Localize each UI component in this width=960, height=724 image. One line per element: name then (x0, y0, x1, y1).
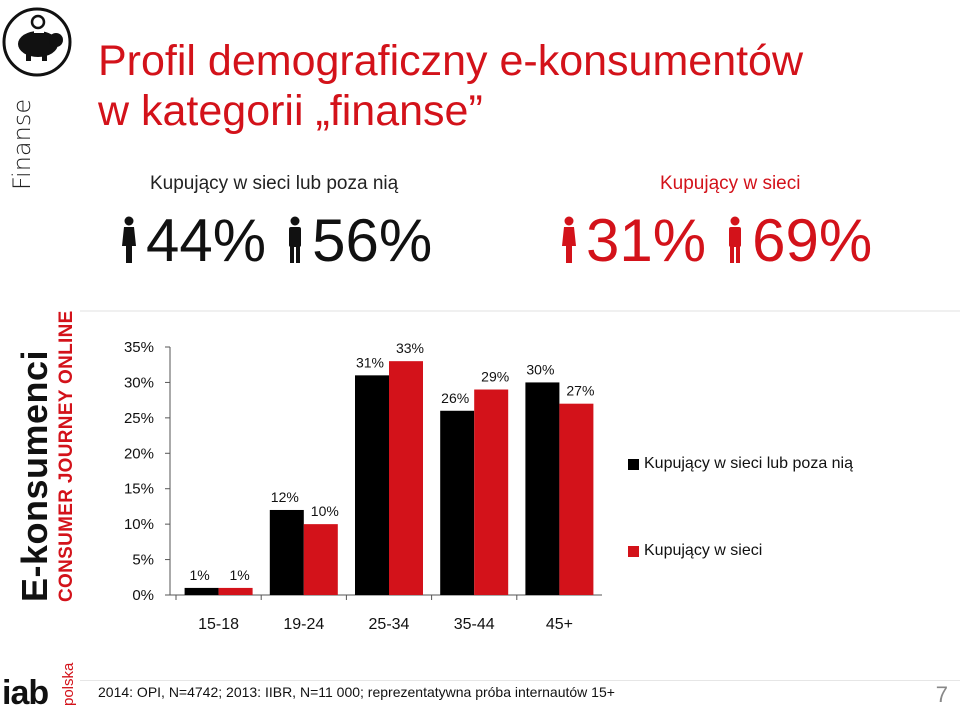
x-tick-label: 25-34 (369, 616, 410, 633)
bar-online (303, 524, 338, 595)
data-label: 33% (396, 340, 424, 356)
bar-all (525, 382, 560, 595)
data-label: 10% (311, 503, 339, 519)
y-tick-label: 25% (124, 410, 154, 427)
legend-label-online: Kupujący w sieci (644, 542, 763, 559)
female-icon (122, 216, 136, 263)
bar-all (269, 509, 304, 595)
data-label: 26% (441, 390, 469, 406)
category-label: Finanse (8, 98, 36, 190)
y-tick-label: 5% (132, 552, 154, 569)
brand-vertical: E-konsumenci CONSUMER JOURNEY ONLINE (14, 310, 77, 602)
title-line-1: Profil demograficzny e-konsumentów (98, 37, 804, 85)
x-tick-label: 15-18 (198, 616, 239, 633)
segment-label-all: Kupujący w sieci lub poza nią (150, 173, 399, 194)
x-tick-label: 35-44 (454, 616, 495, 633)
data-label: 29% (481, 369, 509, 385)
female-pct-all: 44% (146, 206, 267, 274)
bar-online (474, 389, 509, 595)
y-tick-label: 0% (132, 587, 154, 604)
sidebar: Finanse E-konsumenci CONSUMER JOURNEY ON… (0, 0, 80, 724)
male-icon (289, 216, 302, 263)
y-tick-label: 10% (124, 516, 154, 533)
page-title: Profil demograficzny e-konsumentów w kat… (98, 36, 898, 136)
x-tick-label: 19-24 (283, 616, 324, 633)
divider (80, 310, 960, 312)
page-number: 7 (935, 682, 948, 707)
female-icon (562, 216, 576, 263)
footer-divider (80, 680, 960, 681)
bar-online (218, 587, 253, 595)
source-note: 2014: OPI, N=4742; 2013: IIBR, N=11 000;… (98, 684, 615, 700)
male-pct-online: 69% (752, 206, 873, 274)
header-band (80, 0, 960, 310)
legend-label-all: Kupujący w sieci lub poza nią (644, 455, 854, 472)
data-label: 31% (356, 354, 384, 370)
iab-word: iab (2, 674, 49, 712)
data-label: 27% (566, 383, 594, 399)
y-tick-label: 35% (124, 339, 154, 356)
legend-swatch-black (628, 458, 639, 470)
title-line-2: w kategorii „finanse” (98, 87, 483, 135)
data-label: 30% (526, 361, 554, 377)
piggy-bank-icon (0, 0, 80, 88)
bar-online (389, 361, 423, 595)
bar-all (440, 410, 475, 595)
gender-row-online: 31% 69% (560, 205, 892, 275)
legend-item-all: Kupujący w sieci lub poza nią (628, 455, 853, 473)
segment-label-online: Kupujący w sieci (660, 173, 801, 194)
bar-all (355, 375, 389, 595)
data-label: 1% (189, 567, 209, 583)
bar-all (184, 587, 219, 595)
iab-logo: iab polska (2, 640, 78, 720)
male-icon (729, 216, 742, 263)
legend-swatch-red (628, 545, 639, 557)
x-tick-label: 45+ (546, 616, 573, 633)
female-pct-online: 31% (586, 206, 707, 274)
y-tick-label: 20% (124, 445, 154, 462)
y-tick-label: 30% (124, 374, 154, 391)
male-pct-all: 56% (312, 206, 433, 274)
brand-sub: CONSUMER JOURNEY ONLINE (56, 310, 77, 602)
data-label: 12% (271, 489, 299, 505)
gender-row-all: 44% 56% (120, 205, 452, 275)
legend-item-online: Kupujący w sieci (628, 542, 762, 560)
age-bar-chart: 0% 5% 10% 15% 20% 25% 30% 35% 15-18 1% 1% 19-24 12% 1… (124, 339, 602, 633)
brand-main: E-konsumenci (14, 349, 55, 602)
iab-country: polska (60, 662, 77, 706)
data-label: 1% (229, 567, 249, 583)
y-tick-label: 15% (124, 481, 154, 498)
bar-online (559, 403, 594, 595)
